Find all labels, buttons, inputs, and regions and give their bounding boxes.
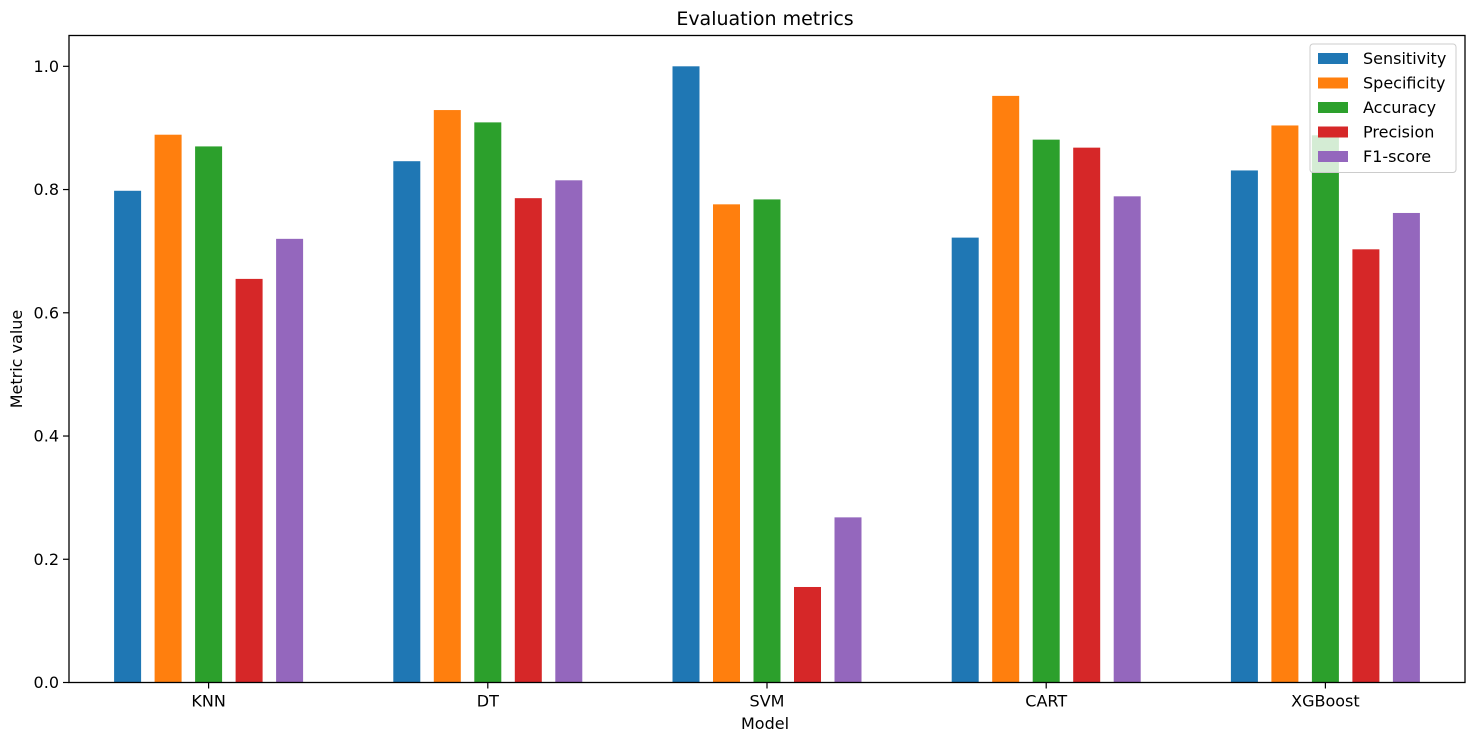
- legend-swatch: [1318, 102, 1348, 113]
- bar-cart-f1-score: [1113, 196, 1141, 683]
- x-tick-label: XGBoost: [1291, 692, 1360, 711]
- bar-xgboost-accuracy: [1311, 135, 1339, 683]
- bar-cart-sensitivity: [951, 237, 979, 683]
- bar-svm-sensitivity: [672, 66, 700, 683]
- legend-swatch: [1318, 126, 1348, 138]
- legend-swatch: [1318, 53, 1348, 64]
- bar-svm-precision: [794, 586, 821, 683]
- bar-svm-specificity: [713, 204, 740, 683]
- bar-svm-accuracy: [753, 199, 781, 683]
- bar-dt-f1-score: [555, 180, 583, 683]
- legend-label: F1-score: [1363, 147, 1431, 166]
- x-tick-label: KNN: [191, 692, 225, 711]
- y-tick-label: 0.0: [34, 673, 59, 692]
- bar-xgboost-sensitivity: [1230, 170, 1258, 683]
- bar-xgboost-f1-score: [1392, 212, 1420, 683]
- bar-cart-precision: [1073, 147, 1101, 683]
- bar-dt-accuracy: [474, 122, 502, 683]
- bars-layer: [114, 66, 1420, 683]
- bar-knn-precision: [235, 278, 263, 683]
- legend-swatch: [1318, 151, 1348, 162]
- bar-dt-specificity: [433, 110, 461, 683]
- legend-label: Sensitivity: [1363, 49, 1446, 68]
- bar-svm-f1-score: [834, 517, 862, 683]
- bar-dt-sensitivity: [393, 161, 421, 683]
- bar-knn-specificity: [154, 134, 182, 683]
- legend-label: Specificity: [1363, 74, 1445, 93]
- y-axis: 0.0 0.2 0.4 0.6 0.8 1.0: [34, 57, 69, 692]
- legend-box: [1309, 43, 1457, 173]
- legend-label: Precision: [1363, 123, 1434, 142]
- x-tick-label: SVM: [750, 692, 785, 711]
- legend-label: Accuracy: [1363, 98, 1436, 117]
- bar-xgboost-specificity: [1271, 125, 1299, 683]
- x-tick-label: CART: [1025, 692, 1067, 711]
- y-tick-label: 0.8: [34, 180, 59, 199]
- bar-dt-precision: [514, 198, 542, 683]
- legend-swatch: [1318, 77, 1348, 89]
- chart-title: Evaluation metrics: [676, 8, 853, 30]
- y-tick-label: 0.2: [34, 550, 59, 569]
- x-axis-label: Model: [741, 714, 789, 733]
- y-tick-label: 0.4: [34, 427, 59, 446]
- bar-cart-specificity: [992, 95, 1020, 683]
- y-tick-label: 1.0: [34, 57, 59, 76]
- bar-knn-sensitivity: [114, 190, 142, 683]
- bar-knn-f1-score: [276, 238, 304, 683]
- x-tick-label: DT: [477, 692, 499, 711]
- y-tick-label: 0.6: [34, 303, 59, 322]
- y-axis-label: Metric value: [7, 310, 26, 409]
- bar-xgboost-precision: [1352, 249, 1380, 683]
- bar-knn-accuracy: [195, 146, 223, 683]
- legend: Sensitivity Specificity Accuracy Precision F…: [1309, 43, 1457, 173]
- x-axis: KNN DT SVM CART XGBoost: [191, 682, 1360, 711]
- bar-cart-accuracy: [1032, 139, 1060, 683]
